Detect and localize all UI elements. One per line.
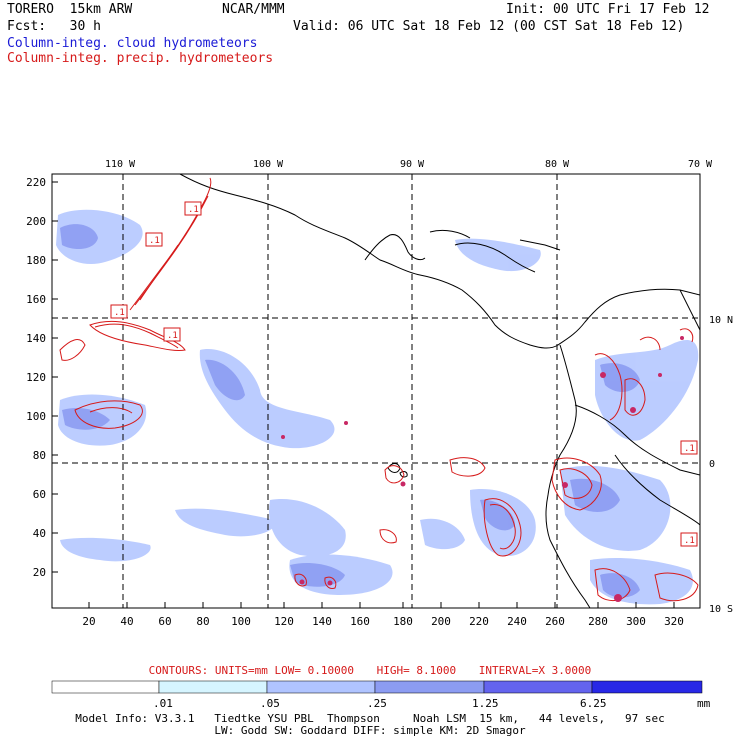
map-area: .1 .1 .1 .1 .1 .1 xyxy=(52,174,700,608)
y-tick: 180 xyxy=(26,254,46,267)
x-tick: 20 xyxy=(82,615,95,628)
contour-label: .1 xyxy=(167,331,178,341)
contour-label: .1 xyxy=(684,536,695,546)
lat-label: 10 N xyxy=(709,315,733,326)
contour-label: .1 xyxy=(149,236,160,246)
precip-contours xyxy=(59,177,699,602)
tick-marks xyxy=(52,181,675,608)
model-title: TORERO 15km ARW xyxy=(7,2,133,17)
x-tick: 180 xyxy=(393,615,413,628)
colorbar-segment xyxy=(591,680,703,694)
valid-time: Valid: 06 UTC Sat 18 Feb 12 (00 CST Sat … xyxy=(293,19,685,34)
init-time: Init: 00 UTC Fri 17 Feb 12 xyxy=(506,2,710,17)
graticule xyxy=(52,174,700,608)
x-tick: 60 xyxy=(158,615,171,628)
y-tick: 80 xyxy=(33,449,46,462)
contours-info: CONTOURS: UNITS=mm LOW= 0.10000 HIGH= 8.… xyxy=(0,664,740,677)
y-tick: 20 xyxy=(33,566,46,579)
x-tick: 240 xyxy=(507,615,527,628)
colorbar-segment xyxy=(483,680,593,694)
precip-cells xyxy=(281,336,684,602)
lon-label: 70 W xyxy=(688,159,713,170)
colorbar-segment xyxy=(374,680,485,694)
y-tick: 100 xyxy=(26,410,46,423)
colorbar-label: .01 xyxy=(153,697,173,710)
y-tick-labels: 220 200 180 160 140 120 100 80 60 40 20 xyxy=(26,176,46,579)
y-tick: 40 xyxy=(33,527,46,540)
contour-label: .1 xyxy=(114,308,125,318)
contour-label-boxes: .1 .1 .1 .1 .1 .1 xyxy=(110,201,698,547)
y-tick: 60 xyxy=(33,488,46,501)
lat-label: 0 xyxy=(709,459,715,470)
contours-interval: INTERVAL=X 3.0000 xyxy=(478,664,592,677)
y-tick: 120 xyxy=(26,371,46,384)
center-title: NCAR/MMM xyxy=(222,2,285,17)
contours-high: HIGH= 8.1000 xyxy=(376,664,457,677)
x-tick: 200 xyxy=(431,615,451,628)
y-tick: 160 xyxy=(26,293,46,306)
cloud-shading xyxy=(56,209,699,605)
x-tick-labels: 20 40 60 80 100 120 140 160 180 200 220 … xyxy=(82,615,684,628)
x-tick: 100 xyxy=(231,615,251,628)
x-tick: 40 xyxy=(120,615,133,628)
lon-label: 110 W xyxy=(105,159,136,170)
x-tick: 320 xyxy=(664,615,684,628)
x-tick: 160 xyxy=(350,615,370,628)
colorbar-segment xyxy=(158,680,268,694)
colorbar-label: .25 xyxy=(367,697,387,710)
forecast-hour: Fcst: 30 h xyxy=(7,19,101,34)
x-tick: 260 xyxy=(545,615,565,628)
x-tick: 80 xyxy=(196,615,209,628)
model-info-line1: Model Info: V3.3.1 Tiedtke YSU PBL Thomp… xyxy=(75,712,665,725)
lat-label: 10 S xyxy=(709,604,733,615)
x-tick: 120 xyxy=(274,615,294,628)
colorbar-unit: mm xyxy=(697,697,711,710)
y-tick: 220 xyxy=(26,176,46,189)
colorbar-label: 6.25 xyxy=(580,697,607,710)
lon-label: 90 W xyxy=(400,159,425,170)
x-tick: 140 xyxy=(312,615,332,628)
map-frame xyxy=(51,173,701,609)
contour-label: .1 xyxy=(188,205,199,215)
model-info-line2: LW: Godd SW: Goddard DIFF: simple KM: 2D… xyxy=(214,724,526,737)
lon-label: 80 W xyxy=(545,159,570,170)
field-precip-label: Column-integ. precip. hydrometeors xyxy=(7,51,274,66)
colorbar xyxy=(51,680,703,694)
lon-label: 100 W xyxy=(253,159,284,170)
cloud-shading-medium xyxy=(60,224,640,598)
contour-label: .1 xyxy=(684,444,695,454)
colorbar-segment xyxy=(266,680,376,694)
field-cloud-label: Column-integ. cloud hydrometeors xyxy=(7,36,258,51)
contours-units: CONTOURS: UNITS=mm LOW= 0.10000 xyxy=(148,664,354,677)
colorbar-segment xyxy=(51,680,160,694)
x-tick: 300 xyxy=(626,615,646,628)
y-tick: 200 xyxy=(26,215,46,228)
y-tick: 140 xyxy=(26,332,46,345)
coastline xyxy=(179,174,700,608)
colorbar-label: 1.25 xyxy=(472,697,499,710)
x-tick: 280 xyxy=(588,615,608,628)
x-tick: 220 xyxy=(469,615,489,628)
colorbar-label: .05 xyxy=(260,697,280,710)
